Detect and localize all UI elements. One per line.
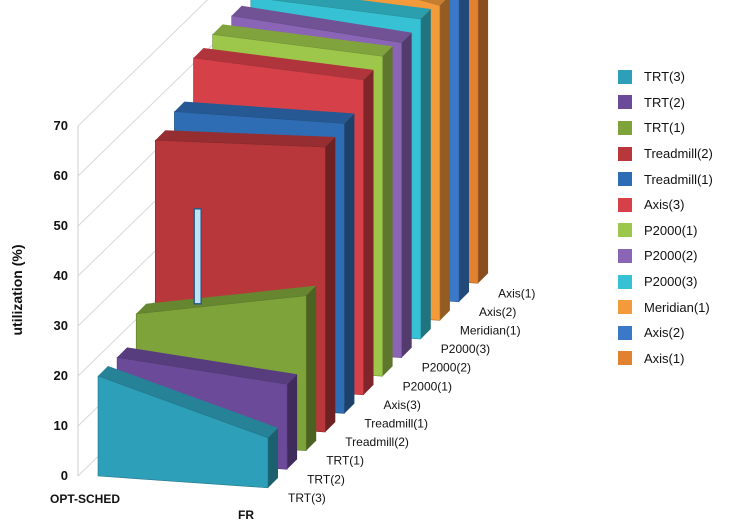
y-tick-20: 20 (54, 368, 68, 383)
legend-swatch-p2000-3 (618, 274, 632, 289)
y-tick-30: 30 (54, 318, 68, 333)
ribbon-front-trt-3 (97, 375, 269, 489)
ribbon-side-axis-3 (363, 69, 374, 395)
ribbon-top-treadmill-1 (174, 101, 355, 124)
legend-label-axis-2: Axis(2) (644, 325, 685, 341)
depth-label-p2000-3: P2000(3) (441, 342, 490, 356)
y-tick-60: 60 (54, 168, 68, 183)
y-axis-label: utilization (%) (9, 245, 25, 336)
ribbon-top-p2000-2 (231, 5, 412, 43)
annotation-marker (193, 208, 202, 305)
legend-item-p2000-2: P2000(2) (618, 243, 738, 269)
legend: TRT(3) TRT(2) TRT(1) Treadmill(2) Treadmill(… (618, 64, 738, 371)
ribbon-side-axis-2 (459, 0, 469, 302)
ribbon-side-trt-3 (268, 427, 278, 488)
legend-item-axis-3: Axis(3) (618, 192, 738, 218)
legend-label-p2000-1: P2000(1) (644, 222, 698, 238)
legend-item-axis-1: Axis(1) (618, 346, 738, 372)
legend-label-trt-1: TRT(1) (644, 120, 685, 136)
depth-label-meridian-1: Meridian(1) (460, 323, 521, 337)
legend-swatch-meridian-1 (618, 300, 632, 315)
depth-label-treadmill-2: Treadmill(2) (345, 435, 409, 449)
depth-label-trt-3: TRT(3) (288, 491, 326, 505)
depth-axis-labels: TRT(3) TRT(2) TRT(1) Treadmill(2) Treadmill(… (288, 286, 535, 505)
legend-swatch-trt-2 (618, 95, 632, 110)
ribbon-top-trt-2 (117, 347, 298, 385)
legend-item-p2000-1: P2000(1) (618, 218, 738, 244)
legend-item-axis-2: Axis(2) (618, 320, 738, 346)
ribbon-side-treadmill-2 (325, 137, 336, 433)
ribbon-top-trt-1 (136, 285, 317, 314)
legend-label-axis-1: Axis(1) (644, 350, 685, 366)
legend-label-p2000-2: P2000(2) (644, 248, 698, 264)
gridline-y-70 (77, 0, 209, 127)
depth-label-axis-3: Axis(3) (384, 398, 421, 412)
ribbon-top-p2000-1 (212, 24, 393, 57)
legend-label-meridian-1: Meridian(1) (644, 299, 710, 315)
ribbon-top-treadmill-2 (155, 130, 336, 148)
legend-item-trt-2: TRT(2) (618, 90, 738, 116)
legend-label-trt-3: TRT(3) (644, 69, 685, 85)
legend-label-trt-2: TRT(2) (644, 94, 685, 110)
legend-item-meridian-1: Meridian(1) (618, 294, 738, 320)
legend-swatch-axis-3 (618, 197, 632, 212)
legend-label-p2000-3: P2000(3) (644, 274, 698, 290)
legend-swatch-axis-1 (618, 351, 632, 366)
depth-label-p2000-1: P2000(1) (403, 379, 452, 393)
ribbon-side-p2000-2 (401, 32, 412, 358)
legend-item-treadmill-2: Treadmill(2) (618, 141, 738, 167)
ribbon-side-meridian-1 (439, 0, 450, 321)
legend-swatch-trt-3 (618, 69, 632, 84)
legend-label-axis-3: Axis(3) (644, 197, 685, 213)
legend-item-trt-3: TRT(3) (618, 64, 738, 90)
depth-label-trt-1: TRT(1) (326, 454, 364, 468)
y-tick-40: 40 (54, 268, 68, 283)
ribbon-top-trt-3 (98, 366, 278, 438)
ribbon-trt-3 (97, 366, 278, 489)
y-tick-labels: 0 10 20 30 40 50 60 70 (54, 118, 68, 483)
depth-label-trt-2: TRT(2) (307, 472, 345, 486)
x-tick-label-fr: FR (238, 508, 254, 522)
legend-item-treadmill-1: Treadmill(1) (618, 166, 738, 192)
y-tick-10: 10 (54, 418, 68, 433)
legend-swatch-axis-2 (618, 325, 632, 340)
legend-swatch-treadmill-2 (618, 146, 632, 161)
legend-swatch-p2000-1 (618, 223, 632, 238)
legend-swatch-trt-1 (618, 120, 632, 135)
y-tick-70: 70 (54, 118, 68, 133)
ribbon-side-p2000-1 (382, 46, 393, 377)
depth-label-p2000-2: P2000(2) (422, 361, 471, 375)
legend-item-trt-1: TRT(1) (618, 115, 738, 141)
y-tick-0: 0 (61, 468, 68, 483)
legend-label-treadmill-1: Treadmill(1) (644, 171, 713, 187)
y-tick-50: 50 (54, 218, 68, 233)
ribbon-side-p2000-3 (420, 9, 431, 340)
legend-label-treadmill-2: Treadmill(2) (644, 146, 713, 162)
gridline-y-60 (77, 0, 260, 177)
depth-label-axis-2: Axis(2) (479, 305, 516, 319)
ribbon-side-trt-2 (287, 374, 298, 470)
legend-item-p2000-3: P2000(3) (618, 269, 738, 295)
legend-swatch-p2000-2 (618, 248, 632, 263)
legend-swatch-treadmill-1 (618, 172, 632, 187)
ribbon-top-meridian-1 (420, 0, 446, 6)
depth-label-treadmill-1: Treadmill(1) (364, 416, 428, 430)
ribbon-side-treadmill-1 (344, 113, 355, 414)
ribbon-side-trt-1 (306, 285, 317, 451)
ribbon-top-axis-3 (193, 48, 374, 80)
ribbon-top-p2000-3 (272, 0, 431, 20)
x-tick-label-opt-sched: OPT-SCHED (50, 492, 120, 506)
depth-label-axis-1: Axis(1) (498, 286, 535, 300)
ribbon-side-axis-1 (478, 0, 489, 284)
series-ribbons (97, 0, 489, 489)
